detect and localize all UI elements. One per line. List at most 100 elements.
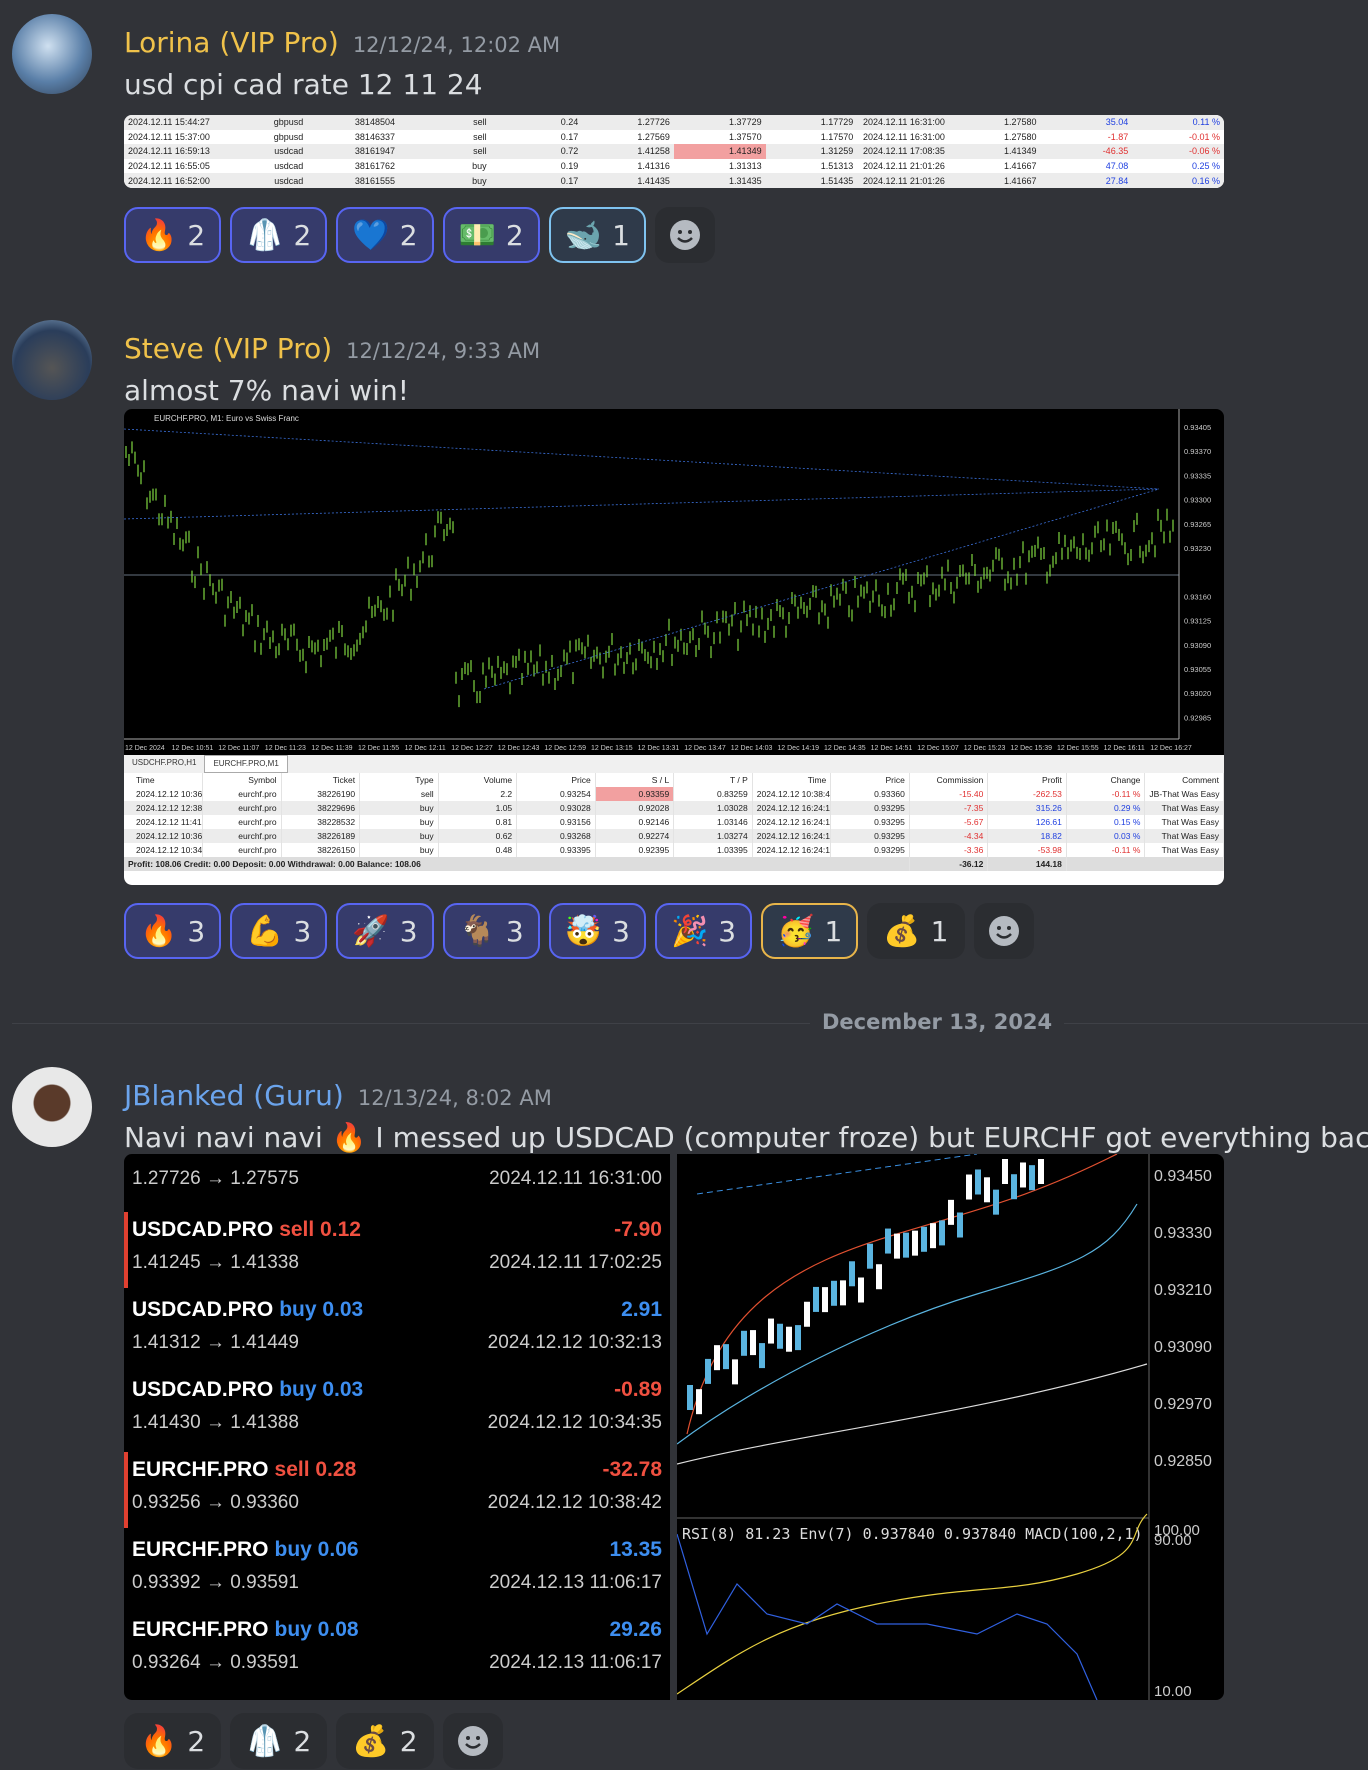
cell: 2024.12.12 10:38:42	[752, 787, 832, 801]
cell: 1.37570	[729, 131, 762, 142]
cell: 0.93295	[830, 815, 910, 829]
profit: 2.91	[621, 1298, 662, 1321]
header-cell: Type	[359, 773, 439, 787]
time-label: 12 Dec 15:07	[917, 745, 959, 752]
trade-row: 2024.12.11 15:44:27 gbpusd 38148504 sell 0.2…	[124, 115, 1224, 130]
cell: -0.01 %	[1188, 131, 1220, 142]
cell: 1.41316	[637, 161, 670, 172]
cell: 0.19	[560, 161, 579, 172]
trade-entry: USDCAD.PRO sell 0.12 -7.90 1.41245 → 1.4133…	[124, 1212, 670, 1292]
reaction[interactable]: 💰 2	[336, 1713, 434, 1769]
time-label: 12 Dec 11:55	[358, 745, 399, 752]
price-label: 0.92850	[1154, 1453, 1212, 1470]
cell: 35.04	[1105, 117, 1129, 128]
footer-row: Profit: 108.06 Credit: 0.00 Deposit: 0.0…	[124, 857, 1224, 871]
cell: 2024.12.12 12:38:...	[124, 801, 204, 815]
reaction[interactable]: 🥼 2	[230, 207, 328, 263]
time-label: 12 Dec 14:35	[824, 745, 866, 752]
candle	[993, 1189, 999, 1215]
reaction[interactable]: 🔥 3	[124, 903, 222, 959]
add-reaction-button[interactable]	[973, 903, 1034, 959]
trade-row: 2024.12.11 16:52:00 usdcad 38161555 buy 0.17…	[124, 173, 1224, 188]
cell: 1.27580	[1004, 117, 1037, 128]
reaction-emoji: 🔥	[140, 1723, 178, 1759]
cell: 1.27569	[637, 131, 670, 142]
trade-row: 2024.12.11 15:37:00 gbpusd 38146337 sell 0.1…	[124, 129, 1224, 145]
author-name[interactable]: JBlanked (Guru)	[124, 1079, 344, 1112]
cell: 0.16 %	[1191, 175, 1220, 186]
indicator-label: RSI(8) 81.23 Env(7) 0.937840 0.937840 MA…	[682, 1525, 1143, 1543]
reaction[interactable]: 💪 3	[230, 903, 328, 959]
cell: buy	[359, 829, 439, 843]
time-label: 12 Dec 2024	[125, 745, 165, 752]
candle	[867, 1243, 873, 1269]
header-cell: S / L	[595, 773, 675, 787]
time-label: 12 Dec 12:43	[498, 745, 540, 752]
reaction[interactable]: 🚀 3	[336, 903, 434, 959]
header-cell: Change	[1066, 773, 1146, 787]
reaction-count: 2	[505, 218, 524, 252]
candle	[984, 1177, 990, 1203]
time-label: 12 Dec 12:27	[451, 745, 493, 752]
prices: 0.93392 → 0.93591	[132, 1572, 299, 1593]
header-cell: Commission	[909, 773, 989, 787]
header-cell: Comment	[1144, 773, 1224, 787]
candle	[831, 1280, 837, 1306]
divider-line	[12, 1023, 1368, 1024]
author-name[interactable]: Steve (VIP Pro)	[124, 332, 333, 365]
cell: 38161555	[354, 175, 395, 186]
candle	[1029, 1165, 1035, 1191]
reaction-emoji: 🥳	[777, 913, 815, 949]
candle-chart: 0.93450 0.93330 0.93210 0.93090 0.92970 0.928…	[677, 1154, 1224, 1700]
reaction-emoji: 🐋	[564, 217, 603, 253]
cell: 2024.12.12 16:24:18	[752, 801, 832, 815]
reaction[interactable]: 🐋 1	[548, 207, 646, 263]
prices: 1.41430 → 1.41388	[132, 1412, 299, 1433]
candle	[750, 1330, 756, 1356]
price-label: 0.93090	[1154, 1339, 1212, 1356]
header-cell: Time	[752, 773, 832, 787]
add-reaction-button[interactable]	[442, 1713, 503, 1769]
cell: That Was Easy	[1144, 801, 1224, 815]
reaction[interactable]: 🐐 3	[442, 903, 540, 959]
cell: 2024.12.12 10:36:...	[124, 787, 204, 801]
cell: 2024.12.11 16:31:00	[862, 131, 945, 142]
price-label: 0.93265	[1184, 520, 1211, 529]
timestamp: 12/12/24, 9:33 AM	[346, 339, 541, 363]
tab[interactable]: EURCHF.PRO,M1	[204, 755, 288, 773]
author-name[interactable]: Lorina (VIP Pro)	[124, 26, 339, 59]
reaction[interactable]: 🎉 3	[654, 903, 753, 959]
trade-head: USDCAD.PRO sell 0.12 -7.90	[132, 1218, 662, 1242]
scale-label: 90.00	[1154, 1532, 1192, 1549]
prices: 1.41312 → 1.41449	[132, 1332, 299, 1353]
cell: 1.03274	[673, 829, 753, 843]
candle	[966, 1174, 972, 1200]
scale-label: 10.00	[1154, 1683, 1192, 1700]
reaction[interactable]: 🤯 3	[548, 903, 646, 959]
prices: 1.27726 → 1.27575	[132, 1168, 299, 1189]
reaction-count: 1	[824, 914, 843, 948]
reaction[interactable]: 🥳 1	[761, 903, 859, 959]
reaction-count: 1	[930, 914, 949, 948]
reaction[interactable]: 🔥 2	[124, 1713, 222, 1769]
reaction[interactable]: 💙 2	[336, 207, 434, 263]
cell: 0.93028	[516, 801, 596, 815]
cell: 2024.12.12 10:34:...	[124, 843, 204, 857]
time-label: 12 Dec 15:23	[964, 745, 1006, 752]
reaction[interactable]: 💰 1	[867, 903, 965, 959]
candle	[894, 1233, 900, 1259]
reaction[interactable]: 🔥 2	[124, 207, 222, 263]
cell: 0.03 %	[1066, 829, 1146, 843]
cell: 2024.12.11 16:59:13	[128, 146, 210, 157]
cell: That Was Easy	[1144, 829, 1224, 843]
tab[interactable]: USDCHF.PRO,H1	[132, 758, 197, 767]
cell: -0.11 %	[1066, 787, 1146, 801]
reaction[interactable]: 🥼 2	[230, 1713, 328, 1769]
candle	[948, 1199, 954, 1225]
cell: 0.81	[438, 815, 518, 829]
price-label: 0.93230	[1184, 544, 1211, 553]
cell: 1.03028	[673, 801, 753, 815]
trend-line	[696, 1154, 978, 1195]
reaction[interactable]: 💵 2	[442, 207, 540, 263]
add-reaction-button[interactable]	[654, 207, 715, 263]
